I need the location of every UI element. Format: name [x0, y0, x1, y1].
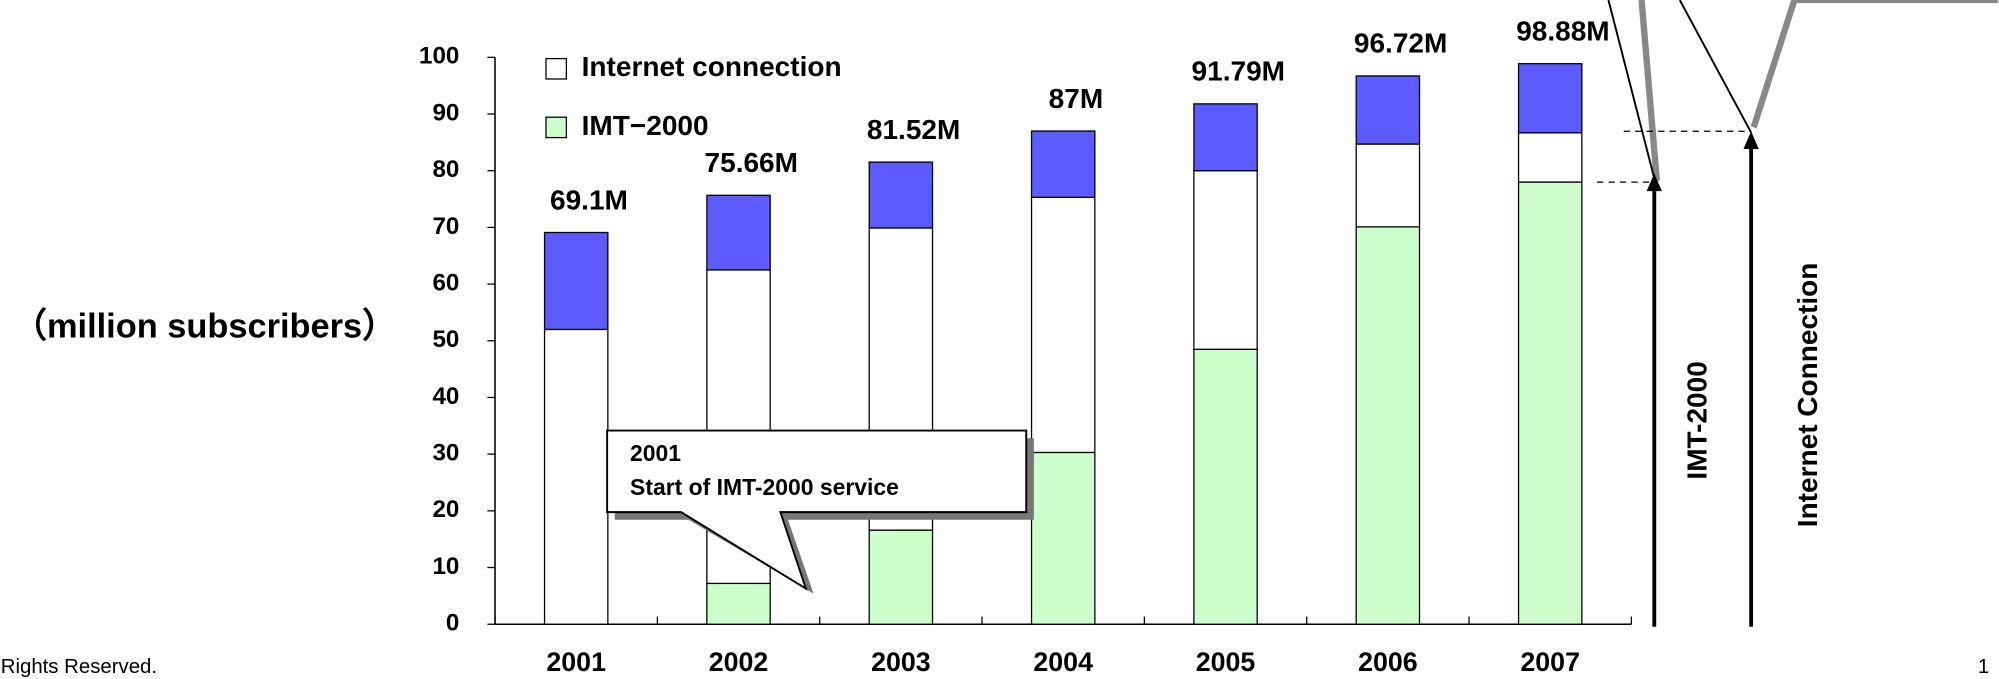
bar-segment [543, 328, 609, 625]
x-tick-label: 2001 [546, 647, 606, 677]
page-number: 1 [1978, 656, 1989, 678]
arrow-label: Internet Connection [1792, 263, 1823, 528]
bar-segment [706, 582, 771, 625]
legend-label: Internet connection [582, 51, 842, 82]
y-tick-label: 30 [432, 440, 459, 467]
x-tick-label: 2003 [871, 647, 931, 677]
bar-segment [1517, 181, 1583, 625]
plot: 0 10 20 30 40 50 60 70 80 90 100 2001 69.1M 2002 75.66… [419, 16, 1633, 677]
bar-segment [1193, 170, 1258, 350]
x-tick-label: 2005 [1196, 647, 1256, 677]
bar-segment [1030, 196, 1096, 454]
y-axis-label: （million subscribers） [13, 307, 397, 346]
bar-segment [1030, 130, 1096, 198]
bar-segment [1193, 348, 1258, 625]
y-tick-label: 20 [432, 496, 459, 523]
total-label: 96.72M [1354, 28, 1447, 59]
callout: 2001 Start of IMT-2000 service [606, 429, 1034, 594]
y-tick-label: 80 [432, 156, 459, 183]
y-tick-label: 100 [419, 43, 459, 70]
x-tick-label: 2004 [1033, 647, 1093, 677]
callout-year: 2001 [630, 440, 681, 466]
x-tick-label: 2002 [709, 647, 769, 677]
total-label: 81.52M [867, 114, 960, 145]
bar-segment [1355, 226, 1421, 625]
bar-segment [543, 231, 609, 331]
y-tick-label: 70 [432, 213, 459, 240]
bar-segment [706, 194, 771, 271]
callout-box [606, 429, 1028, 591]
arrow-head [1743, 131, 1759, 150]
bar-segment [1355, 75, 1421, 145]
total-label: 75.66M [705, 147, 798, 178]
x-tick-label: 2006 [1358, 647, 1418, 677]
y-tick-label: 90 [432, 99, 459, 126]
legend-label: IMT−2000 [582, 110, 709, 141]
bar-segment [868, 529, 934, 625]
total-label: 91.79M [1192, 56, 1285, 87]
decor [1638, 0, 1661, 182]
bar-segment [1517, 63, 1583, 134]
bar-segment [1030, 451, 1096, 625]
arrow-label: IMT-2000 [1681, 361, 1712, 479]
total-label: 69.1M [550, 184, 628, 215]
bar-segment [1193, 103, 1258, 172]
bar-segment [868, 161, 934, 229]
copyright: Rights Reserved. [1, 656, 157, 678]
callout-text: Start of IMT-2000 service [630, 474, 899, 500]
y-tick-label: 50 [432, 326, 459, 353]
y-tick-label: 60 [432, 269, 459, 296]
x-tick-label: 2007 [1520, 647, 1580, 677]
legend-swatch [545, 116, 568, 139]
y-tick-label: 0 [446, 610, 459, 637]
arrow-head [1646, 173, 1662, 192]
bar-segment [1517, 132, 1583, 183]
legend-swatch [545, 57, 568, 80]
y-tick-label: 40 [432, 383, 459, 410]
decor [1750, 0, 1999, 129]
pointer [1607, 0, 1656, 179]
y-tick-label: 10 [432, 553, 459, 580]
total-label: 98.88M [1516, 16, 1609, 47]
total-label: 87M [1049, 83, 1104, 114]
bar-segment [1355, 143, 1421, 228]
pointer [1678, 0, 1752, 133]
